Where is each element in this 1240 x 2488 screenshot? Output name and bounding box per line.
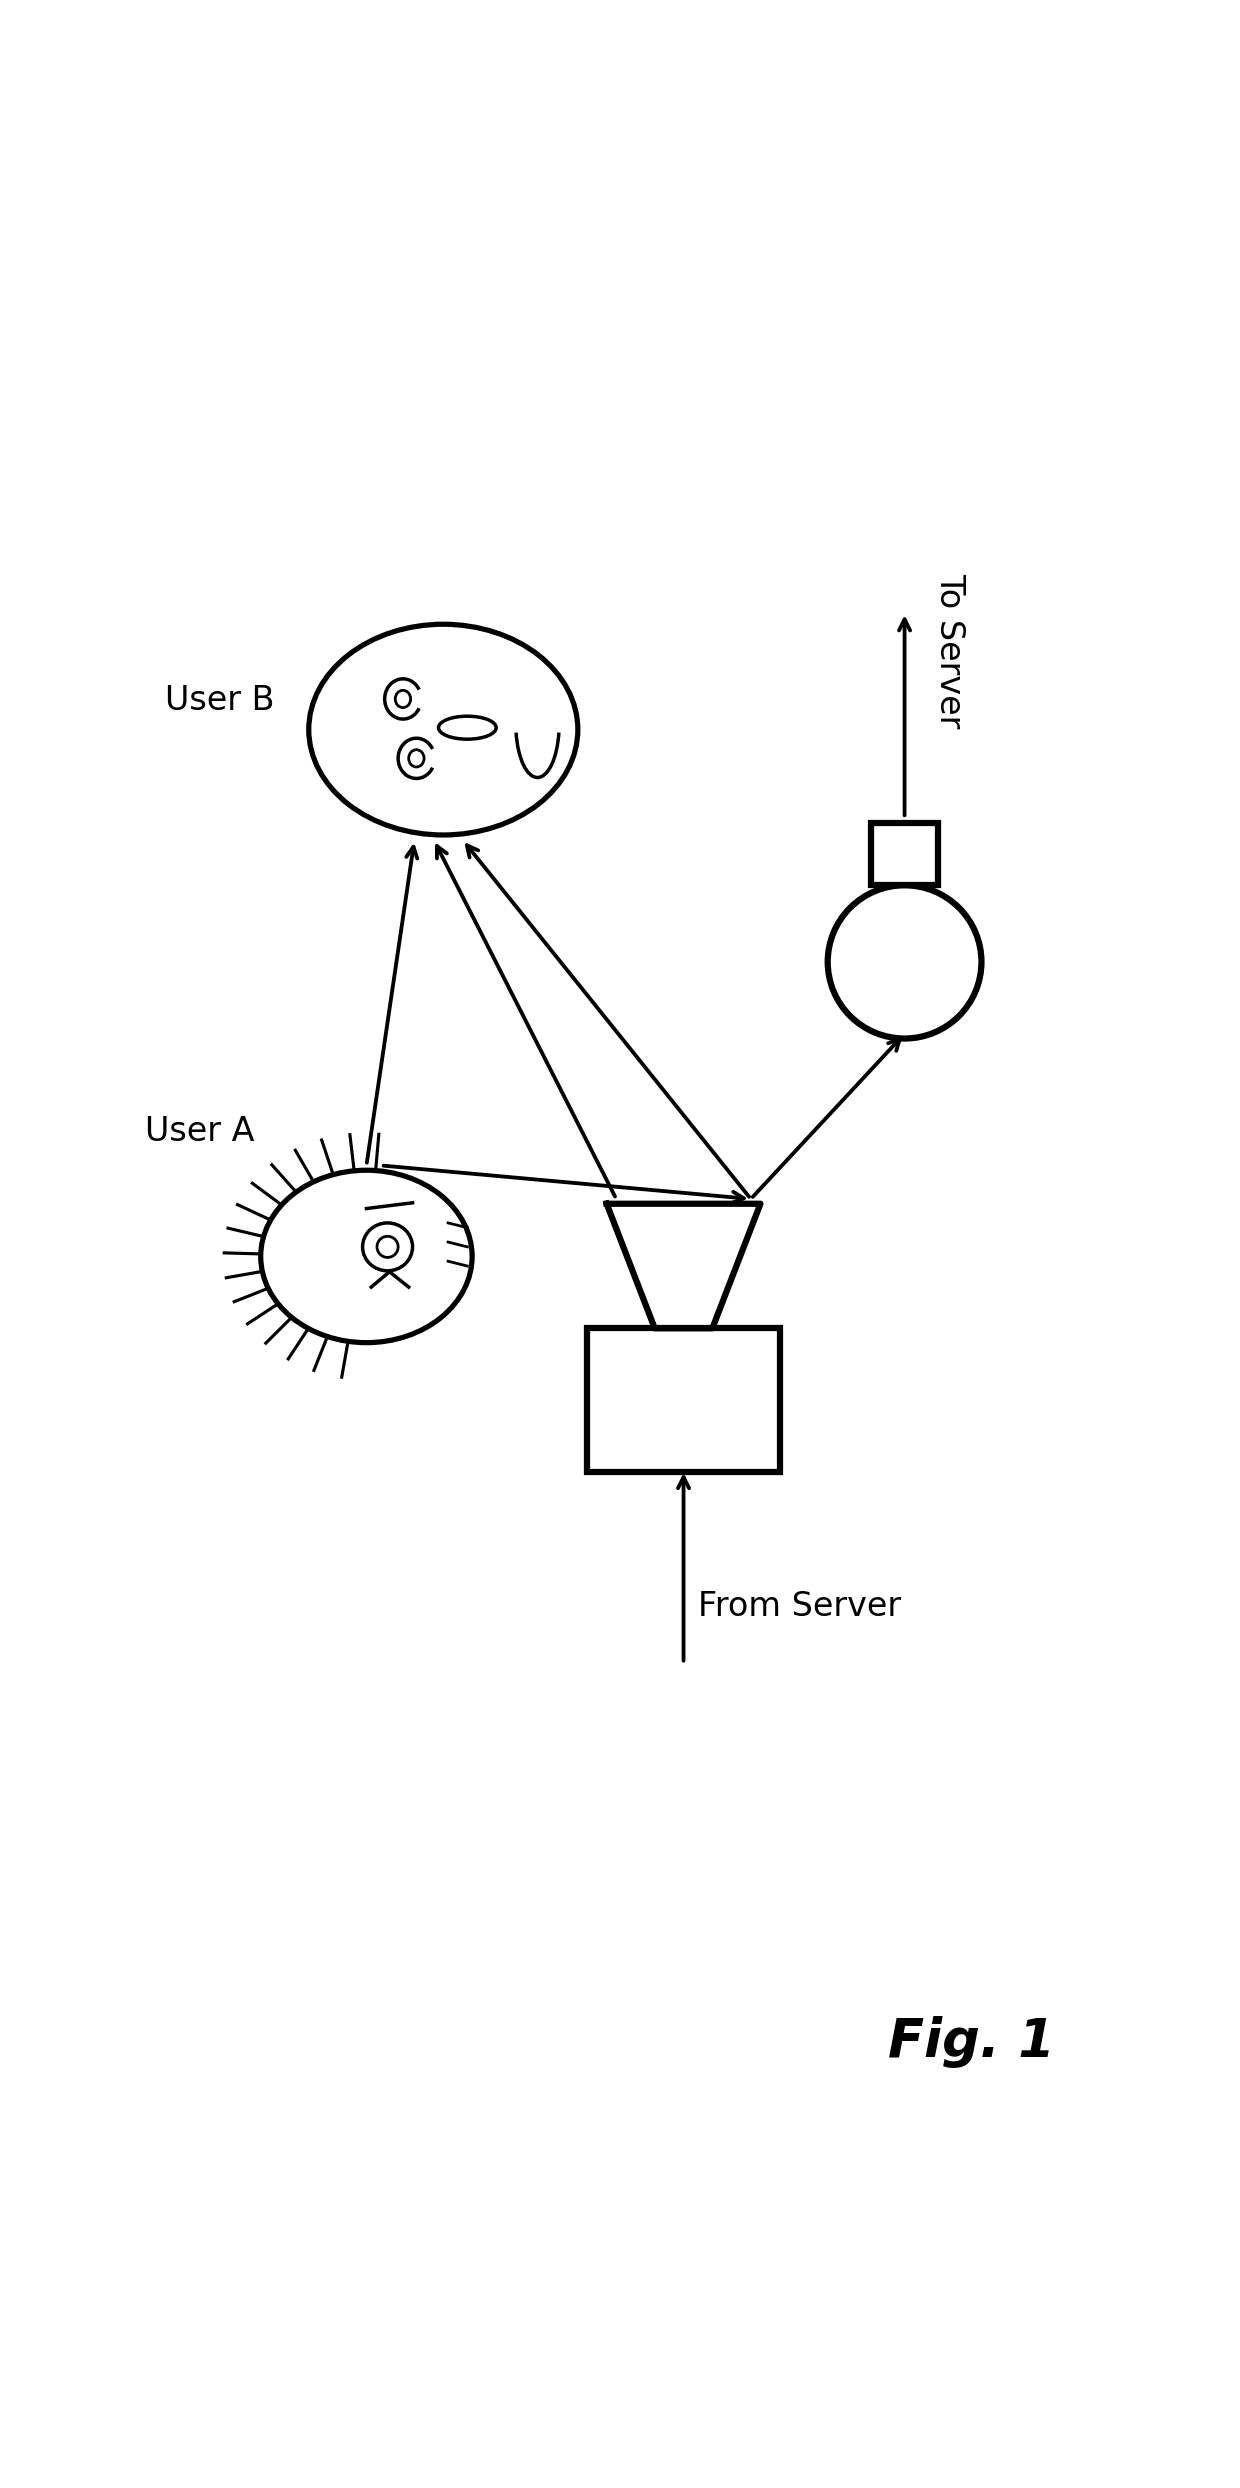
Text: From Server: From Server: [698, 1590, 901, 1622]
Text: Fig. 1: Fig. 1: [888, 2015, 1055, 2068]
Text: To Server: To Server: [934, 572, 966, 729]
Text: User A: User A: [145, 1115, 255, 1149]
Text: User B: User B: [165, 684, 274, 717]
Bar: [588, 1329, 780, 1473]
Bar: [870, 824, 939, 886]
